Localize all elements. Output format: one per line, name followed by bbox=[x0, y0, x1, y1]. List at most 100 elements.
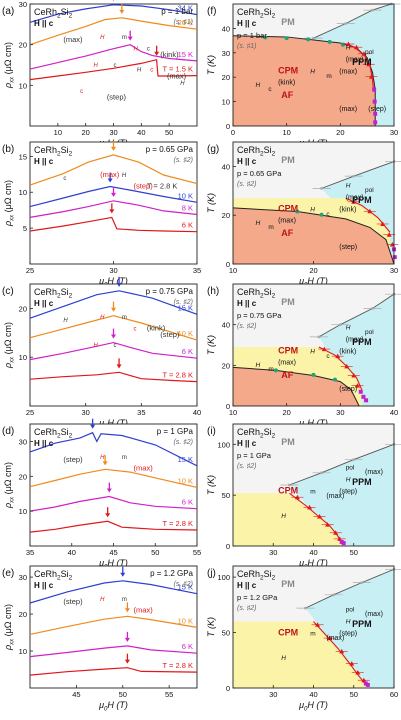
panel-letter: (e) bbox=[2, 568, 14, 579]
phase-label: (step) bbox=[368, 106, 386, 113]
feature-arrow bbox=[102, 455, 108, 466]
max-point bbox=[327, 635, 333, 641]
annotation-text: m bbox=[122, 315, 127, 321]
ppm-region bbox=[318, 284, 394, 406]
sample-label: (s. ♯2) bbox=[237, 463, 256, 470]
phase-label: pol bbox=[346, 606, 355, 613]
x-tick-label: 20 bbox=[336, 128, 344, 137]
kink-point bbox=[319, 212, 324, 217]
x-axis-label-part: μ bbox=[98, 418, 104, 428]
panel-letter: (a) bbox=[2, 6, 14, 17]
y-axis-label: ρxx (μΩ cm) bbox=[3, 180, 16, 227]
annotation-text: m bbox=[122, 35, 127, 41]
feature-arrow bbox=[124, 602, 130, 613]
y-tick-label: 20 bbox=[222, 361, 230, 370]
af-boundary bbox=[232, 366, 360, 407]
feature-arrow bbox=[111, 328, 116, 339]
pol-point bbox=[332, 593, 336, 597]
annotation-text: c bbox=[134, 326, 137, 332]
series-label: 34 K bbox=[178, 4, 193, 13]
phase-label: m bbox=[326, 73, 331, 80]
x-tick-label: 30 bbox=[269, 548, 277, 557]
compound-part: 2 bbox=[57, 293, 61, 300]
compound-label: CeRh2Si2 bbox=[34, 145, 73, 158]
x-tick-label: 20 bbox=[81, 128, 89, 137]
x-tick-label: 50 bbox=[350, 548, 358, 557]
max-point bbox=[344, 363, 350, 369]
panel-letter: (b) bbox=[2, 144, 14, 155]
y-tick-label: 10 bbox=[19, 647, 27, 656]
phase-label: m bbox=[310, 489, 315, 496]
series-label: 10 K bbox=[178, 616, 193, 625]
x-tick-label: 0 bbox=[231, 128, 235, 137]
x-axis-label-part: 0 bbox=[304, 707, 308, 713]
phase-label: pol bbox=[365, 187, 374, 194]
phase-label: CPM bbox=[278, 204, 298, 214]
step-point bbox=[372, 87, 377, 92]
y-tick-label: 30 bbox=[19, 573, 27, 582]
compound-part: CeRh bbox=[34, 287, 57, 297]
y-tick-label: 50 bbox=[222, 629, 230, 638]
phase-label: H bbox=[310, 69, 315, 76]
sample-label: (s. ♯2) bbox=[174, 157, 193, 164]
kink-point bbox=[295, 209, 300, 214]
phase-label: c bbox=[268, 86, 272, 93]
y-axis-label: T (K) bbox=[206, 475, 216, 495]
max-point bbox=[361, 677, 367, 683]
x-tick-label: 50 bbox=[350, 690, 358, 699]
compound-part: 2 bbox=[69, 575, 73, 582]
x-axis-label: μ0H (T) bbox=[298, 700, 328, 713]
x-axis-label-part: μ bbox=[298, 418, 304, 428]
phase-label: PM bbox=[281, 155, 295, 165]
y-axis-label-part: xx bbox=[10, 76, 16, 84]
compound-part: CeRh bbox=[237, 569, 260, 579]
phase-label: PPM bbox=[352, 477, 372, 487]
arrow-head bbox=[111, 334, 116, 339]
series-label: 15 K bbox=[178, 583, 193, 592]
phase-label: H bbox=[256, 82, 261, 89]
pol-boundary bbox=[313, 3, 392, 39]
compound-part: Si bbox=[61, 569, 69, 579]
y-axis-label-part: (μΩ cm) bbox=[3, 180, 13, 215]
pressure-label: p = 1.2 GPa bbox=[150, 569, 193, 578]
y-axis-label-part: xx bbox=[10, 638, 16, 646]
arrow-head bbox=[124, 659, 130, 664]
annotation-text: T = 2.8 K bbox=[147, 181, 178, 190]
compound-label: CeRh2Si2 bbox=[34, 287, 73, 300]
compound-part: 2 bbox=[260, 151, 264, 158]
phase-label: (max) bbox=[326, 635, 344, 642]
max-point bbox=[337, 536, 343, 541]
y-tick-label: 30 bbox=[222, 49, 230, 58]
phase-label: AF bbox=[281, 370, 293, 380]
compound-part: 2 bbox=[260, 433, 264, 440]
compound-part: 2 bbox=[272, 13, 276, 20]
field-direction: H || c bbox=[237, 581, 257, 590]
phase-label: c bbox=[326, 353, 330, 360]
x-axis-label-part: H (T) bbox=[307, 276, 328, 286]
panel-letter: (f) bbox=[207, 6, 216, 17]
phase-label: H bbox=[256, 220, 261, 227]
phase-label: PM bbox=[281, 297, 295, 307]
compound-part: Si bbox=[264, 427, 272, 437]
y-tick-label: 100 bbox=[217, 440, 230, 449]
feature-arrow bbox=[119, 3, 125, 14]
feature-arrow bbox=[111, 301, 116, 312]
y-axis-label: ρxx (μΩ cm) bbox=[3, 462, 16, 509]
y-axis-label: T (K) bbox=[206, 193, 216, 213]
sample-label: (s. ♯2) bbox=[237, 181, 256, 188]
panel-letter: (g) bbox=[207, 144, 219, 155]
kink-point bbox=[327, 39, 332, 44]
series-label: 8 K bbox=[182, 203, 193, 212]
phase-label: c bbox=[326, 211, 330, 218]
compound-part: CeRh bbox=[237, 287, 260, 297]
plot-frame bbox=[232, 283, 395, 407]
kink-point bbox=[311, 372, 316, 377]
phase-label: (step) bbox=[339, 244, 357, 251]
phase-label: (max) bbox=[346, 57, 364, 64]
phase-label: (max) bbox=[278, 218, 296, 225]
field-direction: H || c bbox=[237, 157, 257, 166]
panel-a: 34 K 26 K 15 K T = 1.5 K 10 20 30 40 50 10 20 30 (a)… bbox=[2, 0, 198, 151]
feature-arrow bbox=[127, 30, 133, 41]
pol-point bbox=[317, 335, 321, 339]
